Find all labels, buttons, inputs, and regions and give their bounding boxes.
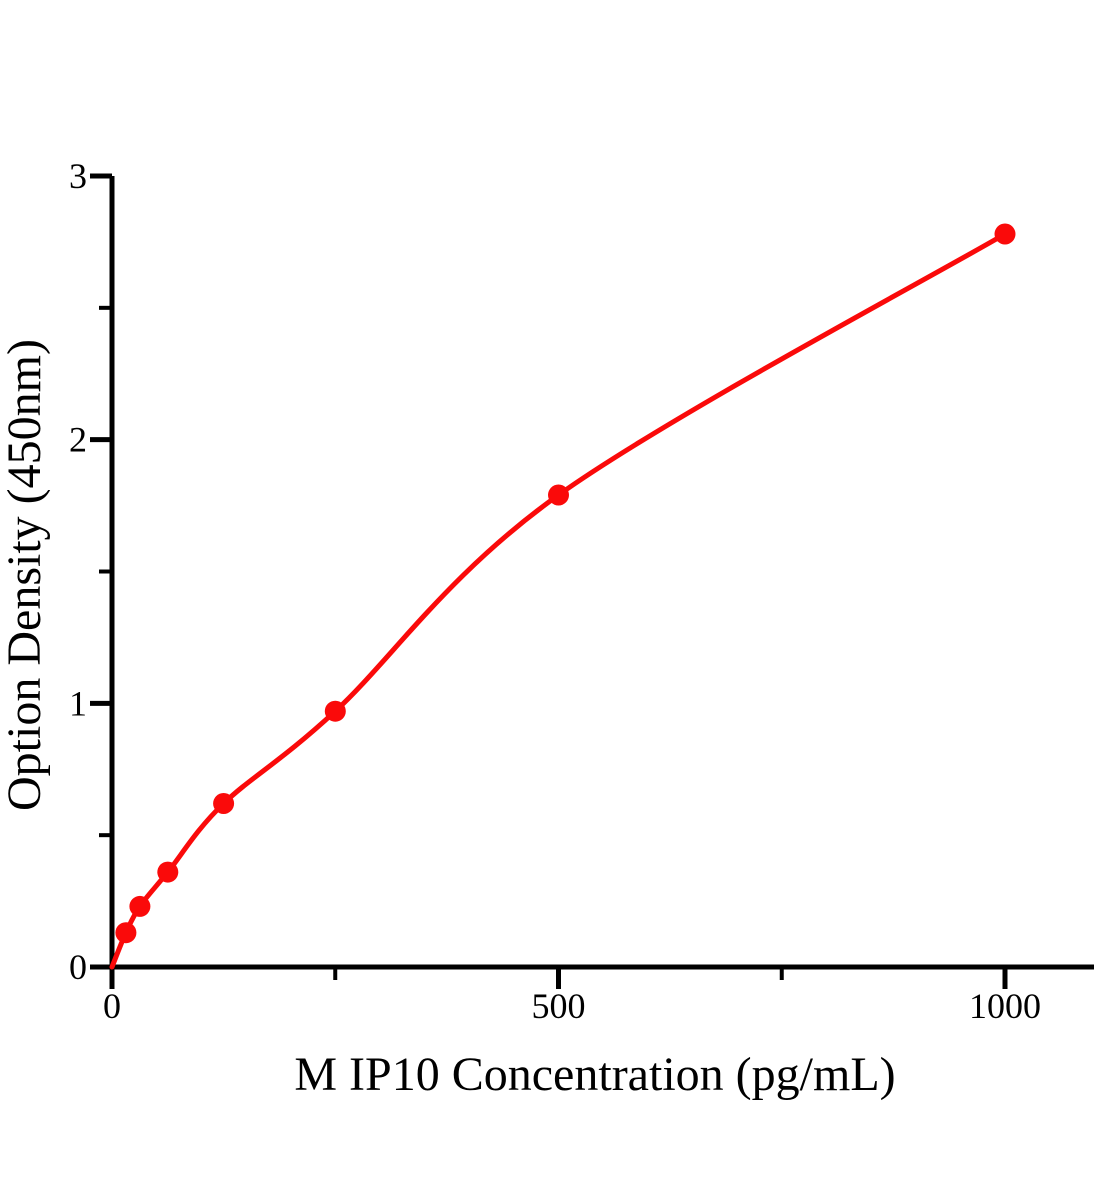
y-tick-label: 0 [69,947,87,987]
data-point [548,484,569,506]
x-tick-label: 0 [103,986,121,1026]
axes [90,176,1094,989]
y-tick-label: 3 [69,156,87,196]
y-tick-label: 1 [69,683,87,723]
data-point [994,223,1016,245]
data-point [213,793,235,814]
data-point [129,895,151,917]
x-tick-label: 1000 [969,986,1041,1026]
axis-tick-labels: 0 500 1000 0 1 2 3 [69,156,1041,1026]
data-series [109,223,1016,970]
data-point [115,922,137,944]
x-tick-label: 500 [532,986,586,1026]
data-point [324,700,346,722]
fitted-curve [109,231,1008,970]
y-axis-title: Option Density (450nm) [0,339,51,811]
data-point [157,861,179,883]
axis-ticks [90,173,1008,989]
x-axis-title: M IP10 Concentration (pg/mL) [294,1048,895,1101]
y-tick-label: 2 [69,420,87,460]
